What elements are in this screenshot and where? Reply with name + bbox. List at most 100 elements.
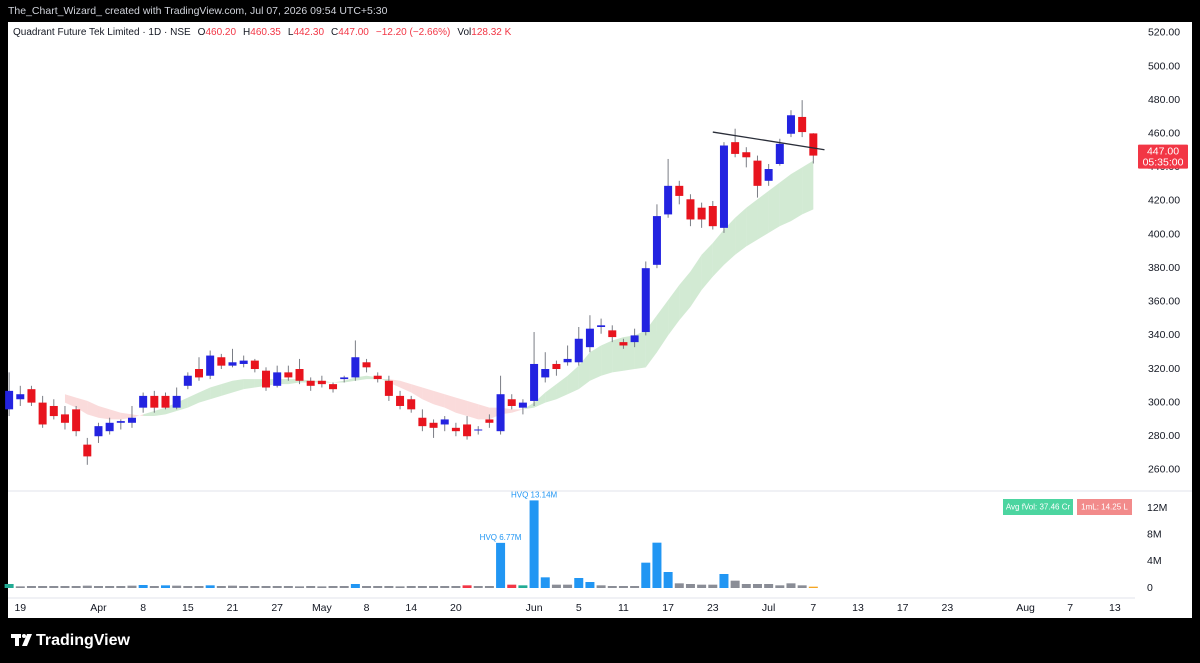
candle-body: [72, 409, 81, 432]
x-tick-label: 13: [852, 602, 864, 614]
candle-body: [764, 169, 773, 181]
x-tick-label: Jun: [526, 602, 543, 614]
volume-bar: [484, 586, 494, 588]
candle-body: [719, 145, 728, 228]
volume-bar: [261, 586, 271, 588]
candle-body: [38, 402, 47, 425]
volume-bar: [306, 586, 316, 588]
x-tick-label: 7: [810, 602, 816, 614]
candle-body: [217, 357, 226, 366]
volume-bar: [239, 586, 249, 588]
ribbon-segment: [545, 384, 557, 403]
volume-bar: [228, 585, 238, 588]
y-tick-label: 300.00: [1148, 396, 1180, 408]
trendline: [712, 131, 825, 151]
volume-bar: [473, 586, 483, 588]
ribbon-segment: [612, 337, 624, 373]
ribbon-segment: [556, 375, 568, 400]
ribbon-segment: [790, 167, 803, 222]
candle-body: [474, 429, 483, 431]
volume-tick-label: 4M: [1147, 555, 1162, 567]
volume-bar: [440, 586, 450, 588]
candle-body: [753, 160, 762, 186]
x-tick-label: 21: [227, 602, 239, 614]
candle-body: [317, 380, 326, 385]
candle-body: [127, 417, 136, 423]
candle-body: [675, 185, 684, 196]
logo-part: [15, 634, 19, 646]
candle-body: [451, 427, 460, 432]
candle-body: [485, 419, 494, 423]
symbol-title: Quadrant Future Tek Limited · 1D · NSE: [13, 27, 191, 38]
legend-value: 442.30: [293, 27, 325, 38]
y-tick-label: 360.00: [1148, 296, 1180, 308]
ribbon-segment: [243, 379, 255, 390]
x-tick-label: 5: [576, 602, 582, 614]
volume-bar: [641, 562, 651, 588]
candle-body: [552, 363, 561, 370]
volume-tick-label: 12M: [1147, 502, 1167, 514]
volume-bar: [362, 586, 372, 588]
volume-bar: [216, 586, 226, 588]
ribbon-segment: [210, 384, 222, 400]
volume-bar: [540, 577, 550, 588]
candle-body: [608, 330, 617, 338]
ribbon-segment: [757, 190, 769, 240]
volume-bar: [160, 585, 170, 588]
candle-body: [139, 395, 148, 408]
candle-body: [351, 357, 360, 378]
volume-bar: [295, 586, 305, 588]
candle-body: [83, 444, 92, 457]
candle-body: [384, 380, 393, 396]
candle-body: [5, 390, 14, 410]
candle-body: [798, 116, 807, 133]
volume-bar: [15, 586, 25, 588]
volume-bar: [93, 586, 103, 588]
candle-body: [27, 389, 36, 403]
volume-bar: [764, 584, 774, 588]
legend-key: H: [243, 27, 251, 38]
candle-body: [630, 335, 639, 343]
ribbon-segment: [232, 379, 244, 393]
ribbon-segment: [109, 409, 121, 420]
ribbon-segment: [377, 377, 389, 383]
candle-body: [206, 355, 215, 376]
volume-bar: [350, 584, 360, 588]
y-tick-label: 260.00: [1148, 464, 1180, 476]
y-tick-label: 320.00: [1148, 363, 1180, 375]
candle-body: [284, 372, 293, 378]
volume-bar: [205, 585, 215, 588]
ribbon-segment: [154, 407, 166, 417]
volume-bar: [138, 585, 148, 588]
candle-body: [463, 424, 472, 437]
volume-bar: [730, 580, 740, 588]
volume-bar: [60, 586, 70, 588]
ribbon-segment: [120, 412, 132, 420]
volume-bar: [328, 586, 338, 588]
volume-bar: [574, 578, 584, 588]
legend-key: Vol: [457, 27, 472, 38]
ribbon-segment: [735, 207, 747, 255]
volume-bar: [663, 572, 673, 588]
volume-bar: [272, 586, 282, 588]
volume-bar: [596, 585, 606, 588]
volume-bar: [652, 542, 662, 588]
volume-bar: [685, 584, 695, 588]
volume-bar: [384, 586, 394, 588]
candle-body: [250, 360, 259, 370]
volume-bar: [496, 542, 506, 588]
volume-bar: [194, 586, 204, 588]
tradingview-logo: [11, 634, 32, 646]
volume-bar: [551, 584, 561, 588]
ribbon-segment: [467, 400, 479, 420]
candle-body: [396, 395, 405, 406]
x-tick-label: 15: [182, 602, 194, 614]
logo-part: [22, 634, 32, 646]
volume-bar: [618, 586, 628, 588]
logo-part: [22, 634, 26, 638]
volume-bar: [26, 586, 36, 588]
ribbon-segment: [355, 375, 367, 381]
ribbon-segment: [344, 377, 356, 383]
y-tick-label: 280.00: [1148, 430, 1180, 442]
